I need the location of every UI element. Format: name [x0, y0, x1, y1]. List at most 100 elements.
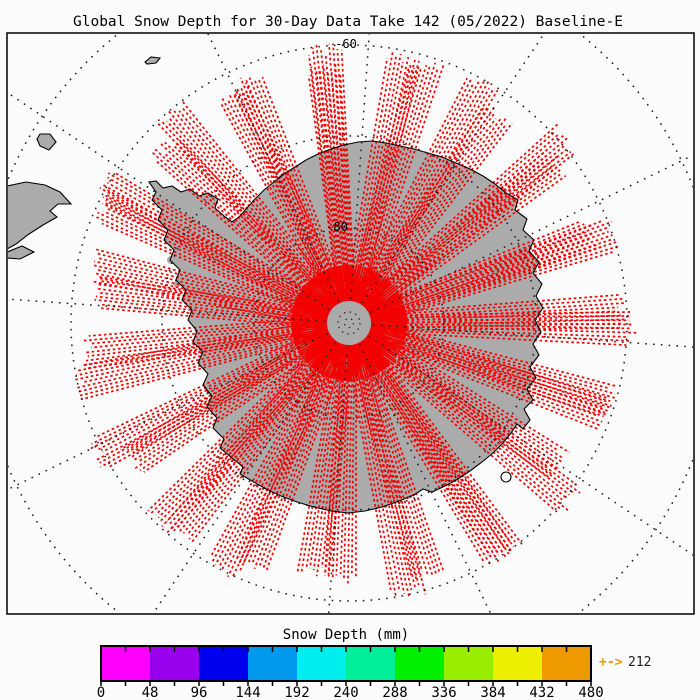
swath-track: [374, 79, 481, 272]
swath-track: [395, 166, 558, 290]
swath-track: [360, 60, 420, 267]
swath-track: [404, 337, 611, 409]
swath-track: [100, 183, 299, 296]
swath-track-inner: [300, 289, 329, 315]
swath-track: [406, 332, 627, 346]
swath-track-inner: [325, 344, 344, 377]
swath-track: [387, 365, 558, 513]
swath-track: [164, 141, 310, 282]
swath-track: [402, 231, 587, 302]
swath-track: [403, 341, 612, 407]
swath-track-inner: [359, 273, 382, 305]
swath-track: [308, 54, 336, 267]
swath-fan: [366, 219, 619, 325]
swath-track-inner: [292, 332, 329, 340]
swath-track: [399, 351, 578, 486]
swath-track: [258, 79, 334, 268]
swath-track: [404, 339, 609, 413]
swath-track: [399, 350, 564, 459]
swath-track: [394, 164, 555, 289]
swath-track: [100, 355, 302, 468]
swath-track: [389, 122, 513, 283]
swath-track: [336, 49, 352, 265]
swath-track: [97, 291, 292, 317]
swath-track: [398, 173, 562, 294]
swath-track: [326, 70, 347, 266]
swath-track-inner: [333, 266, 340, 303]
swath-track: [318, 69, 342, 266]
swath-track-inner: [291, 328, 328, 336]
swath-track-inner: [371, 326, 408, 329]
swath-track-inner: [317, 273, 334, 307]
swath-track: [330, 69, 349, 265]
swath-track-inner: [338, 265, 344, 302]
overflow-arrow-icon: +->: [599, 655, 623, 670]
swath-track: [339, 380, 349, 574]
swath-track-inner: [294, 300, 328, 319]
swath-track-inner: [360, 279, 390, 305]
swath-track: [134, 357, 303, 470]
swath-track-inner: [300, 337, 333, 357]
swath-track-inner: [367, 297, 402, 312]
swath-track: [327, 381, 351, 579]
swath-track-inner: [310, 339, 337, 368]
swath-track: [99, 353, 301, 464]
swath-track: [404, 238, 590, 307]
latitude-label-60: -60: [335, 37, 357, 51]
swath-track: [97, 211, 296, 303]
swath-track: [244, 82, 333, 268]
swath-track: [105, 199, 296, 302]
swath-track: [210, 369, 316, 557]
swath-track: [94, 260, 294, 309]
swath-track: [400, 219, 604, 297]
colorbar-segment: [150, 647, 199, 680]
swath-track: [240, 87, 324, 272]
swath-track: [84, 328, 292, 354]
swath-track: [386, 123, 559, 280]
peninsula-islet: [167, 256, 175, 264]
swath-track: [400, 348, 559, 451]
swath-track: [377, 372, 500, 556]
swath-track: [237, 373, 322, 566]
swath-track: [227, 376, 328, 578]
swath-track: [406, 311, 633, 316]
colorbar-segment: [248, 647, 297, 680]
tick-label: 144: [235, 685, 260, 700]
swath-track: [385, 367, 512, 551]
swath-track: [143, 360, 306, 473]
swath-track: [102, 202, 295, 304]
swath-track-inner: [356, 343, 367, 379]
swath-track: [377, 372, 501, 565]
swath-track: [247, 375, 327, 565]
swath-track-inner: [348, 345, 355, 382]
swath-track: [94, 298, 292, 322]
swath-track-inner: [295, 298, 329, 317]
tick-label: 384: [480, 685, 505, 700]
tick-label: 48: [142, 685, 159, 700]
swath-track: [376, 107, 490, 273]
swath-track: [404, 241, 591, 309]
swath-track: [364, 378, 416, 588]
swath-track: [376, 79, 486, 273]
swath-track: [402, 343, 605, 409]
swath-track: [95, 272, 292, 316]
swath-track-inner: [370, 319, 407, 323]
swath-track: [381, 370, 507, 551]
swath-track: [402, 230, 609, 304]
swath-track-inner: [364, 284, 394, 309]
swath-track: [154, 148, 305, 287]
swath-track-inner: [330, 345, 348, 379]
swath-track: [315, 70, 340, 266]
swath-track-inner: [354, 270, 376, 301]
swath-track-inner: [319, 272, 336, 306]
swath-track: [107, 172, 303, 290]
swath-track: [221, 97, 318, 275]
swath-track-inner: [363, 338, 386, 370]
swath-track: [405, 334, 613, 394]
swath-track: [369, 377, 427, 595]
swath-track: [328, 43, 348, 266]
swath-track: [387, 365, 515, 548]
swath-track-inner: [352, 344, 363, 380]
swath-track-inner: [304, 284, 330, 313]
swath-track: [98, 275, 293, 308]
